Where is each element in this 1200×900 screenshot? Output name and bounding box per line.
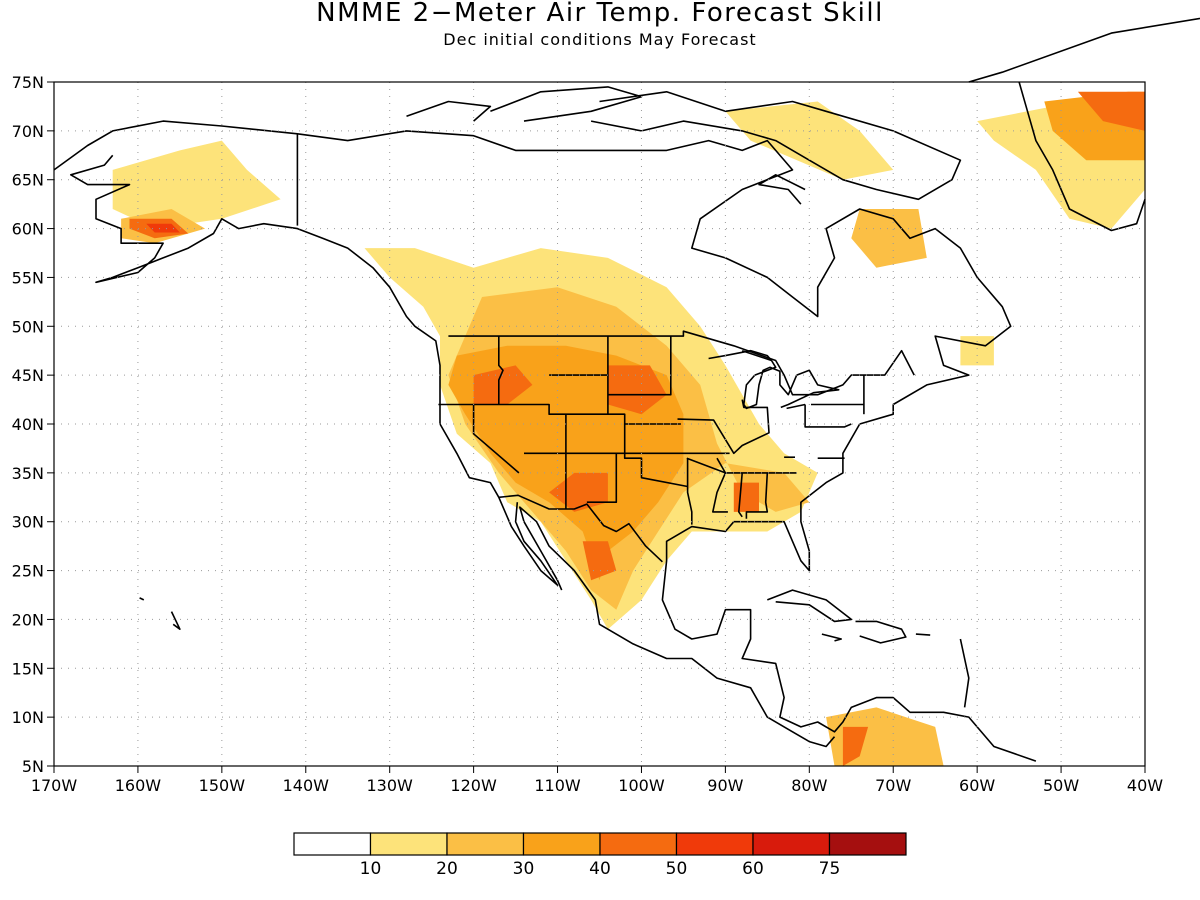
coastline-segment — [804, 404, 852, 428]
coastline-segment — [708, 349, 773, 362]
lat-tick-label: 40N — [12, 415, 44, 434]
colorbar-label: 50 — [666, 859, 688, 879]
colorbar-label: 20 — [436, 859, 458, 879]
colorbar-swatch — [599, 832, 678, 856]
lat-tick-label: 55N — [12, 268, 44, 287]
lon-tick-label: 150W — [199, 776, 246, 795]
skill-region — [960, 336, 994, 366]
coastline-segment — [498, 494, 663, 563]
colorbar-swatch — [752, 832, 831, 856]
colorbar-swatch — [369, 832, 448, 856]
skill-shading — [112, 91, 1145, 766]
coastline-segment — [590, 91, 962, 201]
skill-region — [112, 140, 281, 229]
lon-tick-label: 100W — [618, 776, 665, 795]
lat-tick-label: 60N — [12, 220, 44, 239]
colorbar-label: 60 — [742, 859, 764, 879]
lon-tick-label: 70W — [875, 776, 911, 795]
lat-tick-label: 45N — [12, 366, 44, 385]
coastline-segment — [518, 506, 836, 748]
colorbar-swatch — [446, 832, 525, 856]
coastline-segment — [741, 349, 840, 410]
lon-tick-label: 110W — [534, 776, 581, 795]
lat-tick-label: 35N — [12, 464, 44, 483]
colorbar-label: 75 — [819, 859, 841, 879]
skill-region — [842, 726, 869, 766]
coastline-segment — [786, 403, 806, 410]
coastline-segment — [686, 458, 693, 525]
lat-tick-label: 65N — [12, 171, 44, 190]
coastline-segment — [607, 336, 672, 396]
skill-region — [607, 365, 667, 415]
coastline-segment — [686, 457, 797, 474]
lon-tick-label: 40W — [1127, 776, 1163, 795]
coastline-segment — [53, 120, 1037, 762]
coastline-segment — [406, 100, 492, 122]
skill-region — [1077, 91, 1145, 131]
colorbar-swatch — [522, 832, 601, 856]
coastline-segment — [821, 633, 843, 642]
coastline-segment — [758, 174, 806, 205]
lat-tick-label: 25N — [12, 562, 44, 581]
coastline-segment — [139, 597, 145, 601]
coastlines — [53, 17, 1200, 762]
coastline-segment — [915, 633, 931, 636]
coastline-segment — [737, 472, 743, 518]
map-subtitle: Dec initial conditions May Forecast — [443, 30, 757, 49]
lon-tick-label: 120W — [450, 776, 497, 795]
coastline-segment — [490, 86, 643, 122]
lon-tick-label: 160W — [115, 776, 162, 795]
coastline-segment — [855, 620, 907, 644]
lon-tick-label: 60W — [959, 776, 995, 795]
lat-tick-label: 75N — [12, 73, 44, 92]
lat-tick-label: 30N — [12, 513, 44, 532]
coastline-segment — [586, 453, 618, 504]
coastline-segment — [968, 17, 1200, 83]
skill-region — [146, 223, 180, 233]
coastline-segment — [767, 589, 853, 623]
colorbar-label: 40 — [589, 859, 611, 879]
coastline-segment — [1018, 81, 1146, 232]
colorbar-swatch — [293, 832, 372, 856]
coastline-segment — [959, 638, 970, 708]
lat-tick-label: 50N — [12, 317, 44, 336]
colorbar: 10 20 30 40 50 60 75 — [293, 832, 907, 879]
lon-tick-label: 140W — [283, 776, 330, 795]
coastline-segment — [497, 336, 504, 405]
colorbar-swatch — [828, 832, 907, 856]
coastline-segment — [623, 424, 688, 488]
skill-region — [733, 482, 759, 512]
lat-tick-label: 15N — [12, 659, 44, 678]
colorbar-label: 30 — [513, 859, 535, 879]
lon-tick-label: 50W — [1043, 776, 1079, 795]
lat-tick-label: 20N — [12, 610, 44, 629]
lat-tick-label: 5N — [22, 757, 44, 776]
lat-tick-label: 10N — [12, 708, 44, 727]
skill-region — [851, 209, 927, 268]
colorbar-swatch — [675, 832, 754, 856]
coastline-segment — [448, 330, 915, 396]
lat-tick-label: 70N — [12, 122, 44, 141]
coastline-segment — [745, 472, 769, 519]
map-title: NMME 2−Meter Air Temp. Forecast Skill — [316, 0, 884, 28]
axis-ticks: 170W 160W 150W 140W 130W 120W 110W 100W 90W 80W 70… — [12, 73, 1164, 795]
coastline-segment — [472, 404, 520, 474]
lon-tick-label: 80W — [791, 776, 827, 795]
lon-tick-label: 130W — [367, 776, 414, 795]
colorbar-label: 10 — [360, 859, 382, 879]
lon-tick-label: 170W — [31, 776, 78, 795]
lon-tick-label: 90W — [707, 776, 743, 795]
coastline-segment — [711, 457, 728, 513]
coastline-segment — [170, 611, 181, 631]
skill-region — [725, 101, 894, 180]
